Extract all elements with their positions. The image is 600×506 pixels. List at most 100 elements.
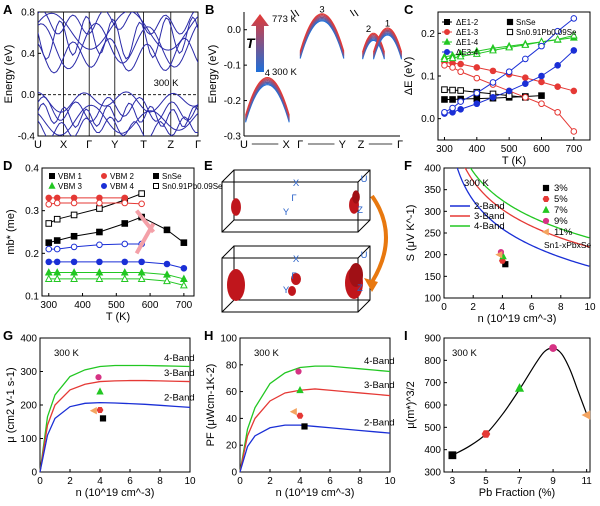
x-tick-label: 5	[483, 476, 489, 487]
data-point	[538, 72, 545, 80]
panel-label: H	[204, 328, 213, 343]
legend-label: SnSe	[516, 18, 536, 27]
x-tick-label: 500	[108, 300, 125, 311]
legend-marker	[153, 173, 159, 179]
series-line	[48, 216, 185, 244]
y-tick-label: 100	[220, 334, 237, 345]
legend-label: 3-Band	[474, 211, 505, 222]
y-tick-label: 0	[231, 468, 237, 479]
legend-marker	[444, 49, 450, 55]
data-point	[96, 407, 104, 414]
data-point	[89, 407, 97, 415]
legend-marker	[49, 173, 55, 179]
data-point	[473, 89, 481, 97]
x-axis-title: n (10^19 cm^-3)	[478, 313, 557, 325]
y-tick-label: -0.1	[224, 61, 242, 72]
data-point	[45, 258, 53, 266]
band-number: 4	[265, 68, 270, 79]
band-line	[38, 102, 198, 129]
y-tick-label: -0.3	[224, 132, 242, 143]
curve-label: 4-Band	[364, 356, 395, 367]
zone-edge	[357, 299, 371, 313]
y-axis-title: Energy (eV)	[207, 45, 219, 104]
x-tick-label: 300	[436, 144, 453, 155]
legend-marker	[443, 37, 451, 45]
x-tick-label: 4	[297, 476, 303, 487]
series-line	[464, 168, 590, 248]
fermi-pocket	[227, 269, 245, 301]
zone-edge	[221, 245, 235, 259]
x-tick-label: 400	[74, 300, 91, 311]
band-curve	[372, 27, 403, 53]
y-tick-label: 800	[424, 356, 441, 367]
curve-label: 3-Band	[164, 368, 195, 379]
k-point-label: Γ	[195, 139, 201, 151]
data-point	[96, 258, 103, 266]
data-point	[179, 280, 188, 289]
data-point	[138, 258, 145, 266]
band-curve	[299, 16, 345, 56]
legend-label: VBM 3	[58, 182, 83, 191]
panel-e: EX UΓY ZX UΓY Z	[204, 158, 388, 313]
data-point	[137, 274, 146, 282]
y-tick-label: 300	[424, 468, 441, 479]
y-tick-label: 150	[424, 272, 441, 283]
data-point	[440, 54, 449, 62]
data-point	[96, 228, 103, 236]
data-point	[449, 86, 456, 94]
data-point	[489, 67, 497, 75]
legend-label: ΔE1-4	[456, 38, 479, 47]
data-point	[96, 205, 103, 212]
legend-marker	[542, 184, 550, 192]
y-tick-label: 0.0	[21, 90, 35, 101]
legend-marker	[541, 228, 549, 236]
legend-label: SnSe	[162, 172, 182, 181]
data-point	[538, 100, 545, 108]
data-point	[521, 40, 530, 48]
curve-label: 3-Band	[364, 380, 395, 391]
data-point	[489, 45, 497, 54]
data-point	[456, 51, 465, 60]
series-line	[48, 278, 184, 286]
data-point	[522, 94, 529, 101]
legend-marker	[542, 217, 550, 225]
data-point	[448, 53, 457, 62]
data-point	[96, 199, 103, 207]
x-tick-label: 3	[450, 476, 456, 487]
x-tick-label: 4	[500, 302, 506, 313]
data-point	[441, 108, 448, 116]
band-line	[38, 91, 198, 113]
k-point-label: Γ	[291, 271, 296, 282]
data-point	[505, 87, 513, 95]
data-point	[138, 190, 145, 197]
zone-edge	[357, 169, 371, 183]
k-point-label: Y	[111, 139, 119, 151]
curve-label: 2-Band	[364, 417, 395, 428]
x-tick-label: 8	[157, 476, 163, 487]
data-point	[457, 105, 464, 113]
band-curve	[245, 76, 290, 116]
y-tick-label: 200	[20, 401, 37, 412]
legend-label: VBM 2	[110, 172, 135, 181]
data-point	[138, 200, 145, 208]
axis-break	[290, 9, 296, 17]
transition-arrow	[370, 194, 388, 284]
series-line	[444, 89, 526, 98]
data-point	[180, 239, 188, 246]
data-point	[457, 60, 464, 68]
data-point	[489, 79, 497, 86]
panel-label: I	[404, 328, 408, 343]
k-point-label: Z	[167, 139, 174, 151]
y-tick-label: 500	[424, 423, 441, 434]
fermi-pocket	[349, 263, 363, 287]
k-point-label: Γ	[397, 139, 403, 151]
y-tick-label: 200	[424, 250, 441, 261]
x-axis-title: T (K)	[106, 311, 130, 323]
data-point	[163, 226, 171, 234]
data-point	[457, 98, 464, 105]
band-curve	[245, 84, 290, 123]
legend-marker	[542, 196, 550, 202]
data-point	[481, 430, 491, 438]
